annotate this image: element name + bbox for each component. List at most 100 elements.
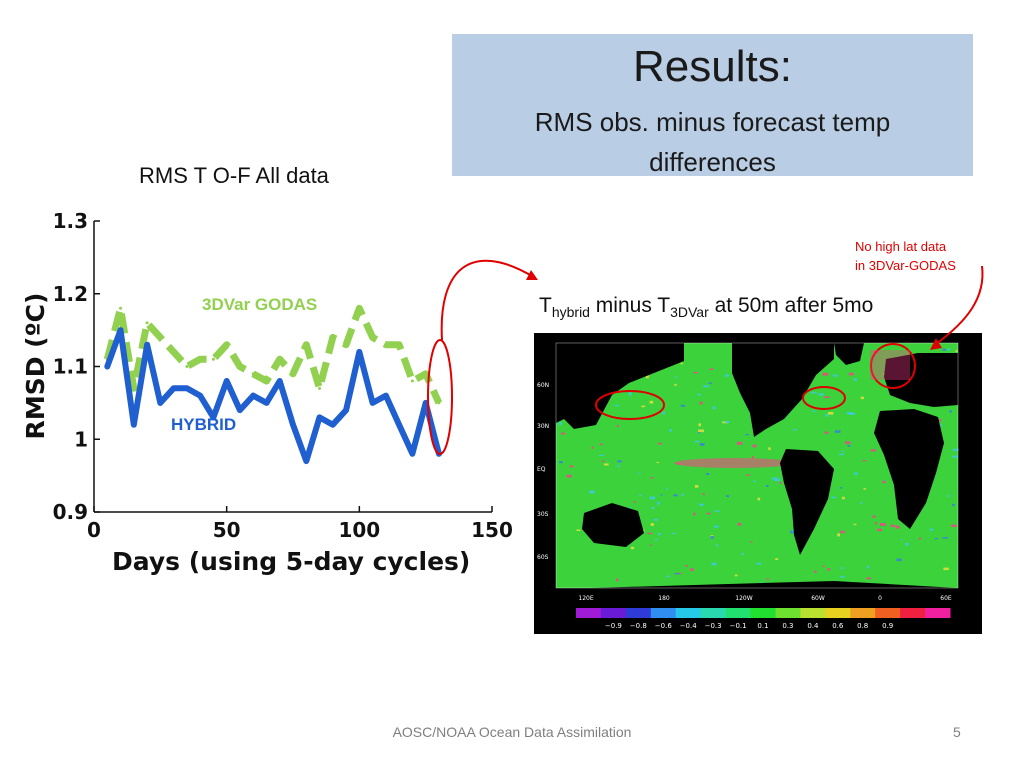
land-north-america: [732, 343, 834, 437]
colorbar-swatch: [775, 608, 801, 618]
data-point: [397, 343, 401, 347]
data-point: [251, 372, 255, 376]
speckle: [671, 532, 676, 535]
colorbar-swatch: [700, 608, 727, 618]
speckle: [724, 421, 730, 423]
speckle: [774, 478, 781, 482]
y-tick-label: 1: [74, 427, 88, 451]
lat-label: 30N: [537, 423, 549, 430]
title-box: Results: RMS obs. minus forecast temp di…: [452, 34, 973, 177]
y-tick-label: 1.1: [53, 355, 88, 379]
data-point: [105, 365, 109, 368]
speckle: [934, 538, 939, 540]
speckle: [929, 528, 934, 531]
lon-label: 120W: [735, 595, 752, 602]
speckle: [560, 432, 566, 435]
speckle: [872, 515, 876, 518]
arrow-head: [526, 270, 538, 280]
lat-label: 60S: [537, 554, 549, 561]
data-point: [304, 343, 308, 347]
speckle: [745, 474, 751, 476]
speckle: [669, 429, 672, 432]
speckle: [880, 523, 886, 526]
speckle: [751, 456, 754, 459]
speckle: [726, 495, 729, 497]
data-point: [291, 423, 295, 427]
speckle: [699, 503, 704, 507]
speckle: [650, 523, 654, 526]
speckle: [633, 501, 637, 503]
speckle: [753, 480, 756, 482]
speckle: [835, 430, 841, 433]
speckle: [660, 494, 663, 496]
x-tick-label: 0: [87, 518, 101, 542]
speckle: [818, 393, 824, 396]
data-point: [437, 452, 441, 456]
lat-label: 60N: [537, 382, 549, 389]
speckle: [827, 568, 831, 571]
speckle: [840, 567, 845, 569]
speckle: [617, 460, 622, 463]
speckle: [615, 404, 619, 407]
speckle: [680, 404, 685, 407]
speckle: [952, 455, 958, 458]
data-point: [158, 401, 162, 405]
data-point: [344, 343, 348, 347]
speckle: [639, 494, 642, 497]
data-point: [172, 386, 176, 390]
colorbar-tick-label: 0.1: [757, 622, 768, 630]
data-point: [198, 357, 202, 361]
speckle: [645, 375, 649, 379]
speckle: [694, 485, 699, 488]
speckle: [839, 453, 844, 456]
speckle: [760, 582, 763, 584]
slide-title: Results:: [633, 42, 792, 91]
data-point: [185, 386, 189, 390]
speckle: [749, 541, 753, 543]
map-title-mid: minus T: [589, 294, 671, 317]
high-lat-note-line2: in 3DVar-GODAS: [855, 258, 956, 273]
lat-label: EQ: [537, 466, 546, 473]
colorbar-swatch: [925, 608, 951, 618]
colorbar-tick-label: −0.9: [605, 622, 622, 630]
footer-text: AOSC/NOAA Ocean Data Assimilation: [392, 724, 632, 740]
speckle: [938, 424, 942, 427]
speckle: [697, 393, 701, 396]
speckle: [699, 443, 705, 446]
data-point: [344, 408, 348, 412]
colorbar-swatch: [725, 608, 751, 618]
data-point: [397, 423, 401, 427]
speckle: [951, 524, 957, 527]
data-point: [410, 452, 414, 456]
colorbar-swatch: [800, 608, 826, 618]
speckle: [714, 510, 720, 512]
data-point: [198, 394, 202, 398]
series-label-3dvar-godas: 3DVar GODAS: [202, 295, 317, 314]
speckle: [674, 376, 678, 378]
data-point: [145, 343, 149, 347]
speckle: [890, 524, 896, 527]
difference-map-frame: 60N 30N EQ 30S 60S 120E 180 120W 60W 0 60E −0.9 −0.8…: [534, 333, 982, 634]
speckle: [882, 480, 886, 484]
speckle: [823, 396, 830, 399]
speckle: [949, 410, 952, 413]
y-tick-label: 1.3: [53, 209, 88, 233]
speckle: [641, 405, 646, 408]
speckle: [657, 442, 662, 445]
speckle: [737, 522, 742, 526]
speckle: [846, 412, 853, 415]
page-number: 5: [953, 724, 961, 740]
speckle: [651, 506, 655, 509]
high-lat-note-line1: No high lat data: [855, 239, 947, 254]
speckle: [848, 372, 854, 376]
speckle: [628, 392, 632, 396]
speckle: [863, 488, 866, 490]
colorbar-swatch: [850, 608, 876, 618]
speckle: [662, 411, 666, 415]
speckle: [840, 530, 845, 534]
speckle: [822, 372, 829, 376]
data-point: [172, 350, 176, 354]
speckle: [757, 497, 761, 501]
colorbar-swatch: [825, 608, 851, 618]
land-greenland: [834, 343, 864, 365]
